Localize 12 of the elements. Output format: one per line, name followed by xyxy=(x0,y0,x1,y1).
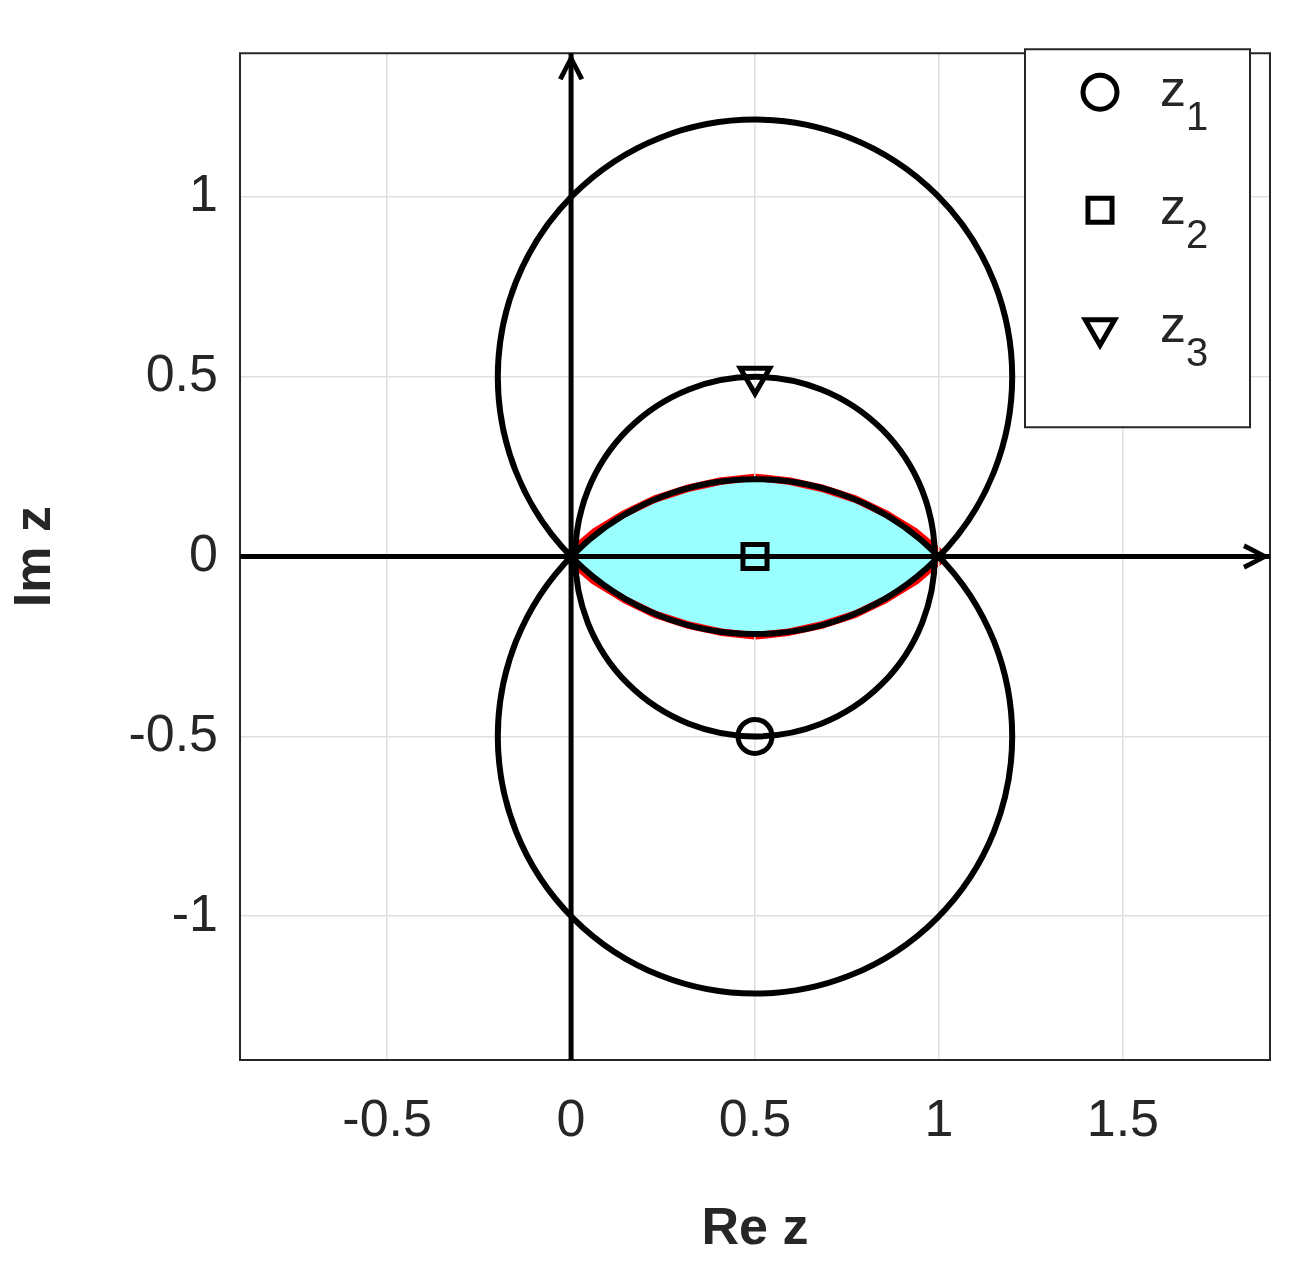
x-tick-label: 0 xyxy=(556,1088,586,1147)
x-tick-label: -0.5 xyxy=(342,1088,432,1147)
x-tick-label: 0.5 xyxy=(718,1088,792,1147)
y-tick-label: 0 xyxy=(189,523,218,582)
x-tick-label: 1.5 xyxy=(1086,1088,1160,1147)
y-tick-label: 1 xyxy=(189,164,218,223)
x-axis-title: Re z xyxy=(701,1197,809,1256)
y-tick-label: -1 xyxy=(171,883,218,942)
x-tick-label: 1 xyxy=(924,1088,954,1147)
y-tick-label: -0.5 xyxy=(128,703,218,762)
y-axis-title: Im z xyxy=(2,506,61,608)
y-tick-label: 0.5 xyxy=(145,344,218,403)
